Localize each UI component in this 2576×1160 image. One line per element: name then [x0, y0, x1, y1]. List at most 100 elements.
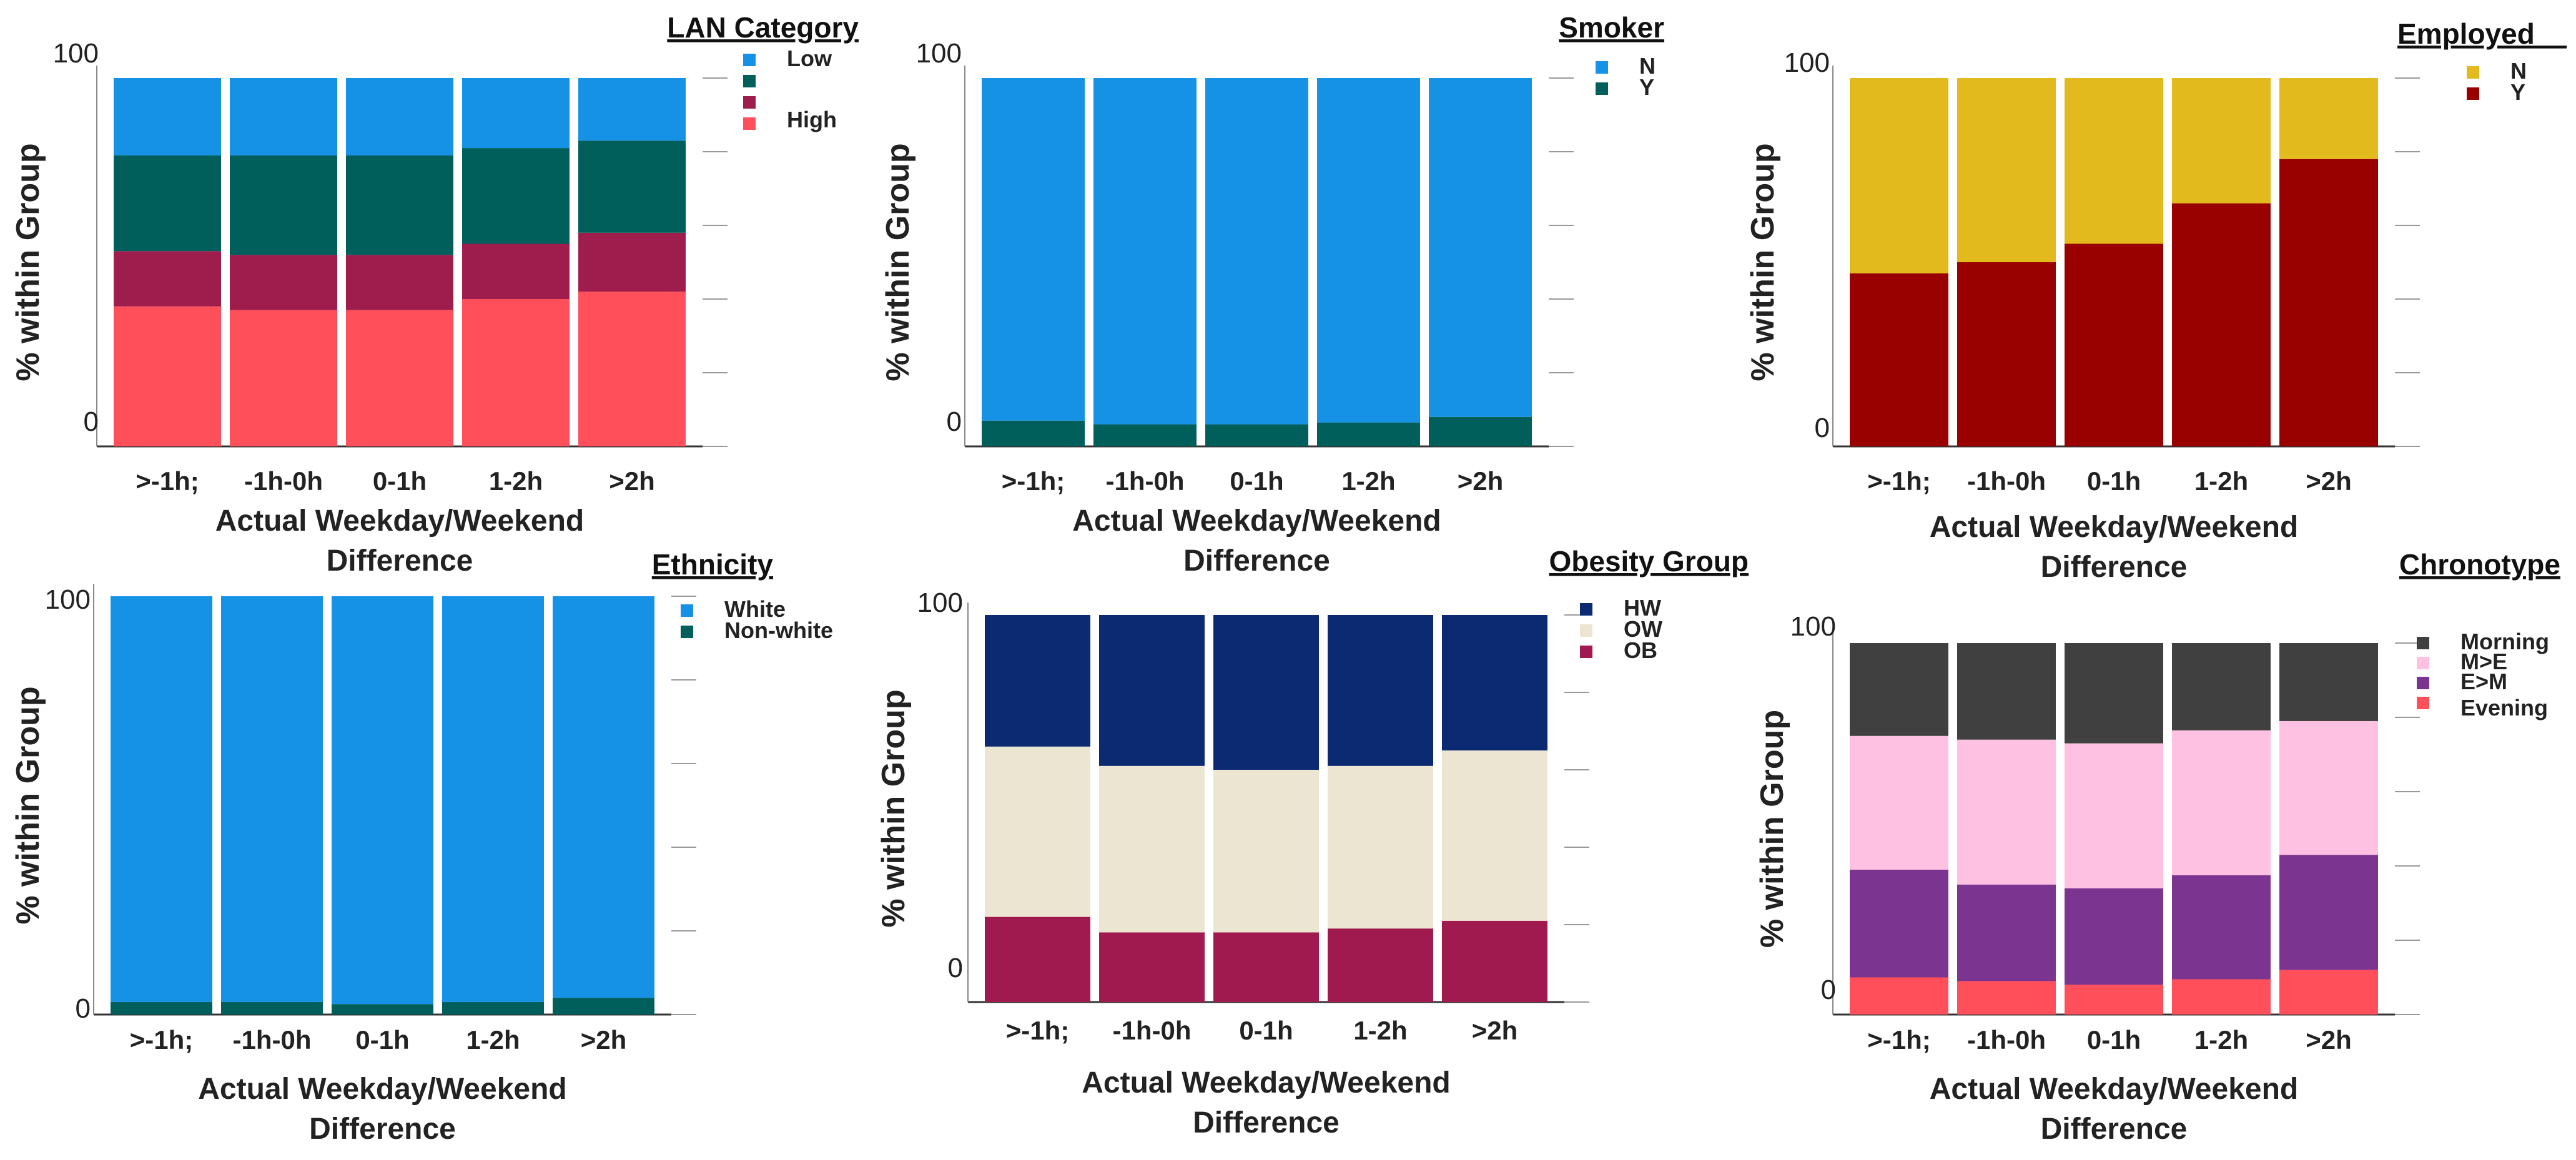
bar-segment-ob-3: [1213, 932, 1319, 1002]
bar-segment-n-1: [1850, 78, 1948, 273]
x-tick-label: >-1h;: [1006, 1016, 1070, 1045]
chart-panel-5: 100 0 % within Group >-1h; -1h-0h 0-1h 1-2h >2h…: [876, 545, 1749, 1139]
bar-segment-e-m-5: [2279, 855, 2378, 970]
bar-segment-low-5: [578, 78, 686, 141]
legend-label: Y: [2510, 79, 2525, 105]
x-tick-label: >2h: [609, 466, 655, 496]
chart-panel-4: 100 0 % within Group >-1h; -1h-0h 0-1h 1-2h >2h…: [10, 548, 833, 1146]
bar-segment-hw-5: [1442, 615, 1547, 750]
x-tick-label: -1h-0h: [1106, 466, 1185, 496]
x-tick-label: 1-2h: [2194, 466, 2248, 496]
legend-swatch: [743, 54, 756, 66]
bar-segment-n-5: [1429, 78, 1532, 417]
legend-swatch: [1580, 624, 1592, 637]
y-tick-label-bottom: 0: [1815, 413, 1830, 443]
bar-segment-n-2: [1957, 78, 2056, 262]
bar-segment-y-4: [1317, 422, 1420, 446]
legend-label: N: [2510, 58, 2527, 84]
bar-segment-ow-1: [985, 746, 1090, 917]
bar-segment-e-m-2: [1957, 884, 2056, 981]
bar-segment-level-3-5: [578, 232, 686, 292]
bar-segment-ow-5: [1442, 750, 1547, 921]
y-tick-label-bottom: 0: [84, 406, 99, 437]
y-axis-label: % within Group: [876, 689, 912, 927]
x-axis-label-line1: Actual Weekday/Weekend: [1930, 511, 2298, 544]
legend: NY: [2467, 58, 2527, 105]
bar-segment-level-2-4: [462, 148, 570, 244]
y-tick-label-bottom: 0: [76, 993, 91, 1024]
bar-segment-hw-4: [1328, 615, 1433, 766]
bar-segment-hw-1: [985, 615, 1090, 747]
bar-segment-hw-2: [1099, 615, 1205, 766]
legend-swatch: [2467, 66, 2479, 79]
bar-segment-n-4: [2172, 78, 2271, 204]
x-tick-label: >2h: [1472, 1016, 1518, 1045]
legend-swatch: [2417, 657, 2429, 669]
x-tick-label: 1-2h: [1353, 1016, 1407, 1045]
bar-segment-evening-3: [2065, 985, 2163, 1015]
bar-segment-high-4: [462, 299, 570, 446]
bar-segment-evening-1: [1850, 977, 1948, 1015]
legend-swatch: [1580, 646, 1592, 658]
bar-segment-evening-2: [1957, 981, 2056, 1015]
y-tick-label-top: 100: [917, 587, 963, 618]
legend-label: OB: [1624, 637, 1657, 663]
bar-segment-low-3: [346, 78, 453, 155]
legend-swatch: [2417, 697, 2429, 709]
bar-segment-white-1: [111, 596, 212, 1002]
y-tick-label-top: 100: [53, 38, 99, 69]
bar-segment-morning-4: [2172, 643, 2271, 730]
x-tick-label: >2h: [1458, 466, 1504, 496]
legend-swatch: [1596, 61, 1608, 74]
bar-segment-hw-3: [1213, 615, 1319, 770]
bar-segment-morning-3: [2065, 643, 2163, 744]
x-tick-label: 0-1h: [373, 466, 427, 496]
bar-segment-level-2-3: [346, 155, 453, 255]
bar-segment-morning-5: [2279, 643, 2378, 721]
legend-label: E>M: [2460, 669, 2507, 694]
legend-label: Non-white: [724, 617, 833, 643]
bar-segment-white-4: [442, 596, 544, 1002]
bar-segment-ob-1: [985, 917, 1090, 1002]
legend: NY: [1596, 53, 1656, 100]
bar-segment-e-m-3: [2065, 888, 2163, 985]
x-tick-label: >2h: [2306, 466, 2352, 496]
bar-segment-m-e-5: [2279, 720, 2378, 855]
bar-segment-y-1: [1850, 273, 1948, 446]
bar-segment-low-2: [230, 78, 337, 155]
legend-label: HW: [1624, 595, 1661, 621]
y-tick-label-top: 100: [1790, 611, 1836, 642]
bar-segment-white-3: [332, 596, 433, 1005]
x-axis-label-line2: Difference: [309, 1113, 456, 1146]
bar-segment-n-2: [1093, 78, 1197, 425]
legend-swatch: [743, 75, 756, 87]
y-tick-label-top: 100: [45, 584, 91, 615]
legend-swatch: [681, 604, 693, 617]
bar-segment-evening-5: [2279, 970, 2378, 1015]
x-axis-label-line1: Actual Weekday/Weekend: [215, 504, 584, 538]
x-tick-label: 0-1h: [2087, 1025, 2141, 1054]
bar-segment-ob-2: [1099, 932, 1205, 1002]
bar-segment-level-2-2: [230, 155, 337, 255]
x-axis-label-line1: Actual Weekday/Weekend: [1930, 1073, 2298, 1106]
x-axis-label-line1: Actual Weekday/Weekend: [198, 1073, 566, 1106]
bar-segment-e-m-4: [2172, 875, 2271, 980]
legend-label: N: [1639, 53, 1656, 79]
bar-segment-ow-2: [1099, 765, 1205, 933]
bar-segment-non-white-1: [111, 1001, 212, 1015]
chart-title: LAN Category: [667, 11, 859, 44]
chart-panel-1: 100 0 % within Group >-1h; -1h-0h 0-1h 1-2h >2h…: [10, 11, 859, 578]
x-tick-label: -1h-0h: [1113, 1016, 1192, 1045]
bar-segment-m-e-2: [1957, 739, 2056, 885]
x-axis-label-line2: Difference: [2041, 551, 2188, 584]
y-axis-label: % within Group: [10, 686, 46, 924]
chart-panel-2: 100 0 % within Group >-1h; -1h-0h 0-1h 1-2h >2h…: [880, 11, 1664, 578]
legend-label: M>E: [2460, 649, 2507, 674]
bar-segment-high-2: [230, 310, 337, 446]
bar-segment-m-e-4: [2172, 730, 2271, 875]
bar-segment-n-3: [2065, 78, 2163, 244]
x-tick-label: -1h-0h: [1967, 1025, 2046, 1054]
x-tick-label: 1-2h: [489, 466, 543, 496]
x-tick-label: >-1h;: [1867, 466, 1931, 496]
